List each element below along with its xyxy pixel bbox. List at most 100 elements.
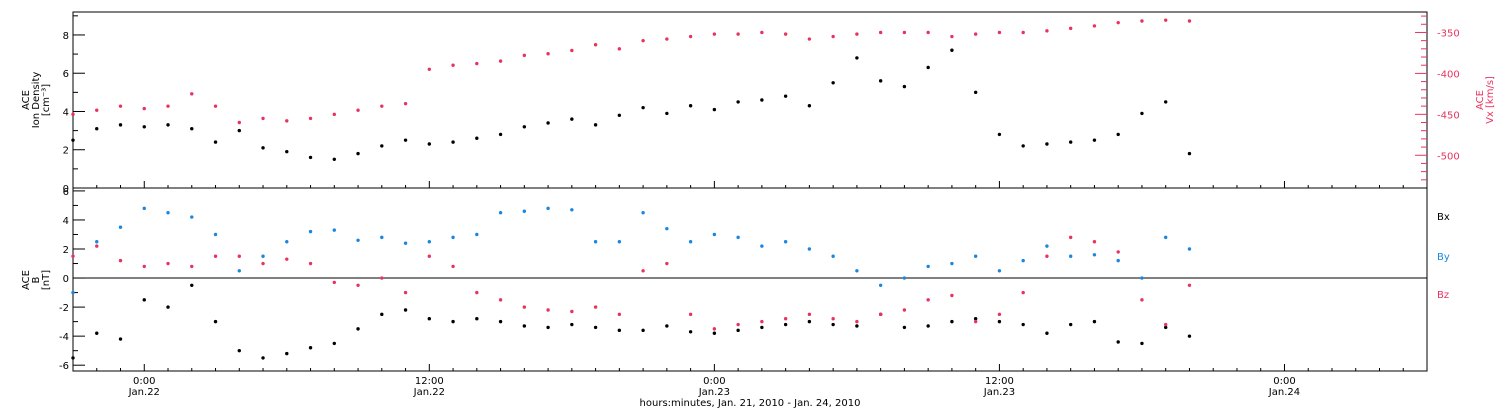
bx-point xyxy=(118,337,123,341)
velocity-vx-point xyxy=(593,43,598,47)
ion-density-point xyxy=(237,128,241,133)
top-panel-frame xyxy=(72,11,1428,189)
velocity-vx-point xyxy=(665,37,669,41)
velocity-vx-point xyxy=(166,104,170,108)
ion-density-point xyxy=(570,117,574,121)
bx-point xyxy=(1187,334,1192,338)
density-y-tick-label: 2 xyxy=(63,146,69,157)
density-y-axis-title-line: [cm⁻³] xyxy=(41,84,52,116)
bz-point xyxy=(71,254,75,258)
bx-point xyxy=(1045,331,1049,335)
by-point xyxy=(570,208,574,212)
bx-point xyxy=(285,351,289,356)
b-field-y-axis-title-line: ACE xyxy=(21,270,32,290)
ion-density-point xyxy=(926,65,930,70)
ion-density-point xyxy=(403,138,408,142)
ion-density-point xyxy=(285,149,289,154)
b-field-y-tick-label: -2 xyxy=(59,303,69,314)
by-point xyxy=(142,206,146,211)
bz-point xyxy=(997,312,1002,317)
by-point xyxy=(71,290,75,295)
bz-point xyxy=(1116,250,1120,254)
by-point xyxy=(665,226,669,231)
bx-point xyxy=(1164,325,1168,330)
velocity-vx-point xyxy=(403,101,408,106)
bx-point xyxy=(997,319,1002,324)
velocity-vx-point xyxy=(308,116,313,121)
bz-point xyxy=(878,312,883,317)
bx-point xyxy=(712,331,717,335)
by-point xyxy=(760,244,764,248)
b-field-y-axis-title: ACE B [nT] xyxy=(21,270,52,290)
by-point xyxy=(783,240,788,244)
bz-point xyxy=(546,308,550,312)
ion-density-point xyxy=(142,125,146,129)
velocity-y-axis-title-line: ACE xyxy=(1475,90,1486,110)
bz-point xyxy=(926,298,930,302)
ion-density-point xyxy=(332,157,336,162)
bz-point xyxy=(213,254,218,258)
bx-point xyxy=(950,319,954,324)
ion-density-point xyxy=(688,104,693,108)
bz-point xyxy=(665,261,669,266)
ion-density-point xyxy=(213,140,218,144)
by-point xyxy=(546,206,550,211)
bz-point xyxy=(1068,235,1073,240)
bx-point xyxy=(902,325,907,330)
bz-point xyxy=(1021,290,1025,295)
legend-entry-bz: Bz xyxy=(1437,290,1449,301)
bz-point xyxy=(332,280,336,285)
ion-density-point xyxy=(1164,100,1168,104)
velocity-vx-point xyxy=(760,30,764,35)
by-point xyxy=(973,254,978,258)
by-point xyxy=(261,254,265,258)
bz-point xyxy=(166,261,170,266)
by-point xyxy=(403,241,408,245)
by-point xyxy=(213,232,218,237)
top-axes: 0 2 4 6 8 -500 -450 -400 -350 xyxy=(63,15,1460,195)
velocity-vx-point xyxy=(807,37,812,41)
bz-point xyxy=(760,319,764,324)
velocity-vx-point xyxy=(95,108,99,112)
velocity-vx-point xyxy=(712,32,717,36)
by-point xyxy=(308,229,313,234)
velocity-vx-point xyxy=(878,30,883,35)
ion-density-point xyxy=(380,144,384,148)
bz-point xyxy=(1140,298,1144,302)
ion-density-point xyxy=(1140,111,1144,116)
by-point xyxy=(997,269,1002,273)
time-tick-label: 0:00 xyxy=(133,376,155,387)
ion-density-point xyxy=(522,125,527,129)
by-point xyxy=(332,228,336,232)
bz-point xyxy=(308,261,313,266)
b-field-y-axis-title-line: [nT] xyxy=(41,270,52,290)
bx-point xyxy=(688,330,693,334)
by-point xyxy=(190,215,194,219)
ion-density-point xyxy=(1092,138,1097,142)
by-point xyxy=(712,232,717,237)
bz-point xyxy=(712,327,717,331)
velocity-y-axis-title: ACE Vx [km/s] xyxy=(1475,76,1496,124)
velocity-vx-point xyxy=(1068,26,1073,31)
bz-point xyxy=(237,254,241,258)
by-point xyxy=(166,210,170,215)
ion-density-point xyxy=(641,105,645,110)
velocity-vx-point xyxy=(973,32,978,36)
velocity-vx-point xyxy=(237,120,241,125)
b-field-y-tick-label: -4 xyxy=(59,332,69,343)
by-point xyxy=(451,235,455,240)
bz-point xyxy=(190,264,194,269)
by-point xyxy=(427,240,432,244)
by-point xyxy=(356,238,360,242)
velocity-y-tick-label: -400 xyxy=(1437,69,1460,80)
by-point xyxy=(1164,235,1168,240)
velocity-vx-point xyxy=(475,61,479,66)
bx-point xyxy=(427,317,432,321)
velocity-vx-point xyxy=(213,104,218,108)
velocity-vx-point xyxy=(356,108,360,112)
velocity-vx-point xyxy=(688,34,693,39)
ion-density-point xyxy=(1116,132,1120,137)
bx-point xyxy=(1116,340,1120,344)
by-point xyxy=(1140,276,1144,280)
